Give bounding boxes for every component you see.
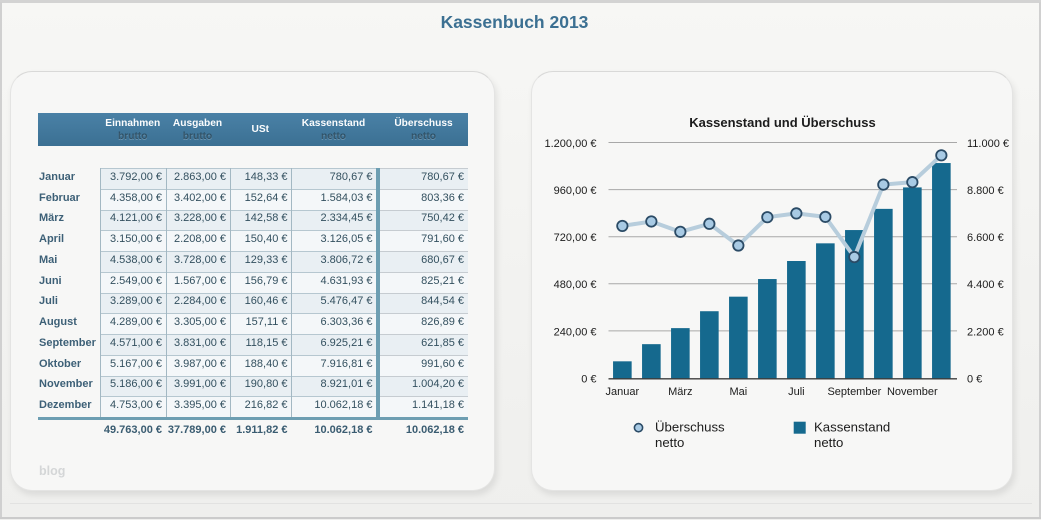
svg-text:0 €: 0 € [581, 373, 596, 385]
svg-text:240,00 €: 240,00 € [554, 326, 597, 338]
svg-text:März: März [668, 386, 692, 398]
svg-text:0 €: 0 € [967, 373, 982, 385]
svg-text:September: September [827, 386, 881, 398]
svg-text:480,00 €: 480,00 € [554, 279, 597, 291]
svg-text:720,00 €: 720,00 € [554, 232, 597, 244]
svg-text:Kassenstand: Kassenstand [814, 420, 890, 435]
svg-text:4.400 €: 4.400 € [967, 279, 1004, 291]
svg-text:11.000 €: 11.000 € [967, 138, 1009, 150]
svg-text:Juli: Juli [788, 386, 805, 398]
svg-text:8.800 €: 8.800 € [967, 185, 1004, 197]
svg-text:2.200 €: 2.200 € [967, 326, 1004, 338]
svg-text:netto: netto [655, 435, 684, 450]
svg-text:Überschuss: Überschuss [655, 420, 725, 435]
svg-text:Januar: Januar [606, 386, 640, 398]
svg-text:Kassenstand und Überschuss: Kassenstand und Überschuss [689, 115, 875, 130]
svg-text:960,00 €: 960,00 € [554, 185, 597, 197]
svg-text:1.200,00 €: 1.200,00 € [545, 138, 597, 150]
svg-text:November: November [887, 386, 938, 398]
svg-text:Mai: Mai [729, 386, 747, 398]
svg-text:netto: netto [814, 435, 843, 450]
svg-text:6.600 €: 6.600 € [967, 232, 1004, 244]
